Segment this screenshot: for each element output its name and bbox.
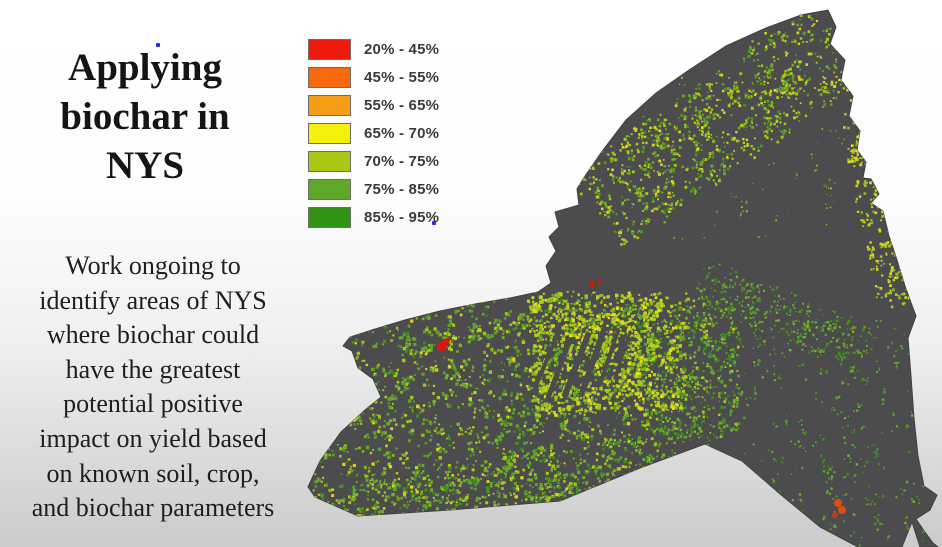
legend-label: 20% - 45% <box>364 40 440 58</box>
legend-label: 65% - 70% <box>364 124 440 142</box>
legend-row: 55% - 65% <box>308 91 439 119</box>
finger-lake-slash <box>580 327 607 393</box>
low-yield-red-patch <box>589 281 595 287</box>
low-yield-red-patch <box>597 280 601 284</box>
legend-color-swatch <box>308 178 351 200</box>
legend-row: 75% - 85% <box>308 175 439 203</box>
body-line: on known soil, crop, <box>46 458 260 488</box>
slide-body: Work ongoing to identify areas of NYS wh… <box>0 249 306 526</box>
low-yield-red-patch <box>444 338 450 344</box>
finger-lake-slash <box>613 330 632 380</box>
low-yield-red-patch <box>832 512 838 518</box>
finger-lake-slash <box>562 332 591 398</box>
body-line: identify areas of NYS <box>39 285 267 315</box>
finger-lake-slash <box>531 336 558 395</box>
nys-silhouette <box>307 9 939 547</box>
legend-color-swatch <box>308 122 351 144</box>
legend-label: 85% - 95% <box>364 208 440 226</box>
legend-label: 55% - 65% <box>364 96 440 114</box>
cursor-artifact-dot <box>432 221 436 225</box>
legend-color-swatch <box>308 94 351 116</box>
body-line: have the greatest <box>65 354 241 384</box>
legend-color-swatch <box>308 150 351 172</box>
title-line: biochar in <box>60 94 230 138</box>
body-line: and biochar parameters <box>31 493 275 523</box>
finger-lake-slash <box>598 328 620 387</box>
title-line: NYS <box>105 143 185 187</box>
finger-lake-slash <box>498 334 518 372</box>
body-line: where biochar could <box>46 320 260 350</box>
slide-title: Applying biochar in NYS <box>18 44 272 190</box>
legend-row: 45% - 55% <box>308 63 439 91</box>
legend-color-swatch <box>308 38 351 60</box>
low-yield-red-patch <box>437 341 447 351</box>
map-legend: 20% - 45% 45% - 55% 55% - 65% 65% - 70% … <box>308 35 439 231</box>
legend-row: 20% - 45% <box>308 35 439 63</box>
legend-label: 70% - 75% <box>364 152 440 170</box>
finger-lake-slash <box>545 337 573 401</box>
legend-row: 85% - 95% <box>308 203 439 231</box>
body-line: impact on yield based <box>39 423 267 453</box>
low-yield-red-patch <box>834 499 842 507</box>
legend-row: 65% - 70% <box>308 119 439 147</box>
legend-label: 45% - 55% <box>364 68 440 86</box>
low-yield-red-patch <box>311 524 315 528</box>
body-line: potential positive <box>63 389 243 419</box>
legend-row: 70% - 75% <box>308 147 439 175</box>
title-line: Applying <box>68 46 222 89</box>
cursor-artifact-dot <box>156 43 160 47</box>
low-yield-red-patch <box>838 506 846 514</box>
body-line: Work ongoing to <box>65 251 241 280</box>
legend-label: 75% - 85% <box>364 180 440 198</box>
legend-color-swatch <box>308 206 351 228</box>
legend-color-swatch <box>308 66 351 88</box>
